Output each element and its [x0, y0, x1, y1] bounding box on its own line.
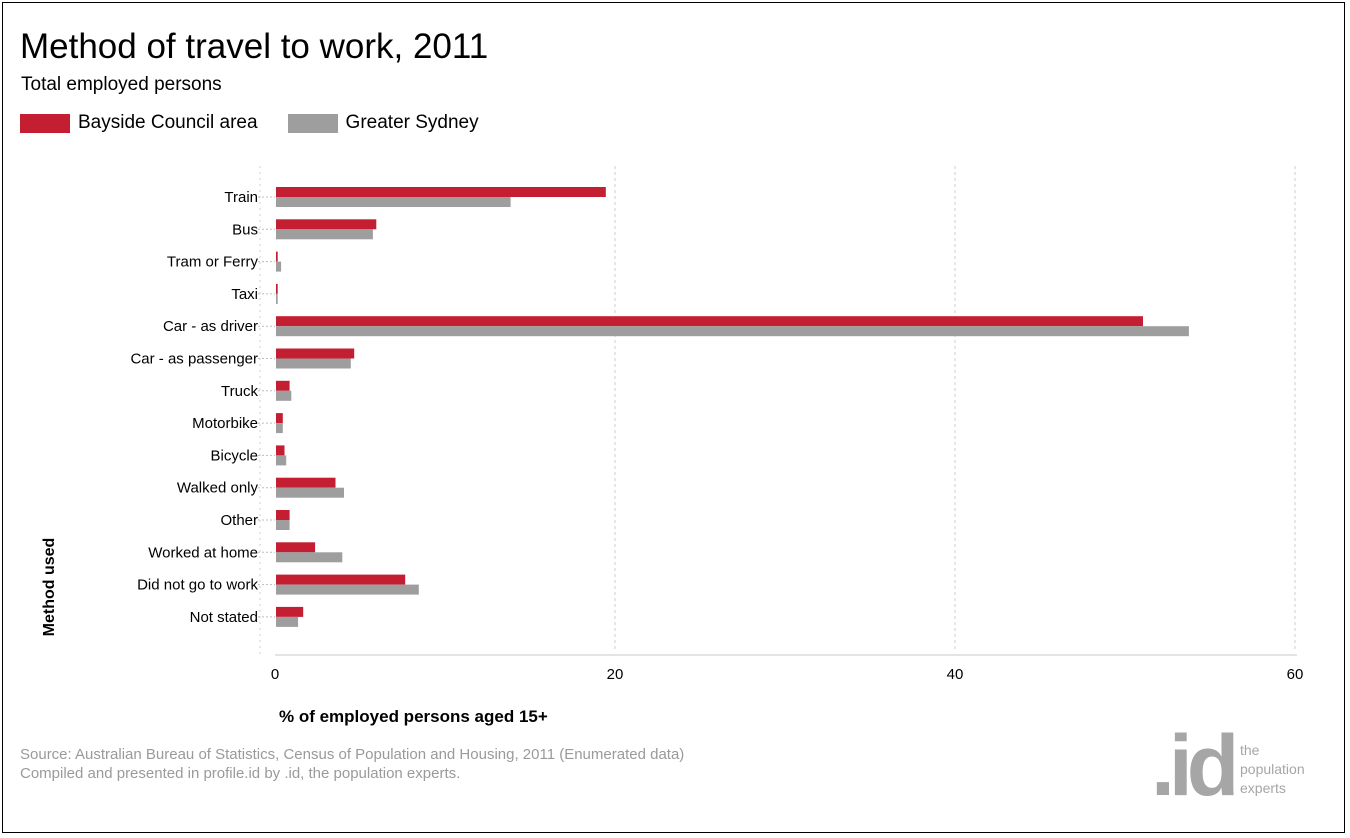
y-tick-label: Car - as driver [163, 318, 258, 335]
y-tick-label: Other [220, 512, 258, 529]
source-line-2: Compiled and presented in profile.id by … [20, 765, 461, 782]
bar-greater-sydney [276, 390, 292, 401]
bar-bayside [276, 510, 290, 520]
bar-bayside [276, 445, 285, 456]
y-tick-label: Taxi [231, 286, 258, 303]
bar-greater-sydney [276, 326, 1189, 337]
bar-bayside [276, 219, 377, 230]
y-tick-label: Train [224, 189, 258, 206]
bar-greater-sydney [276, 584, 419, 595]
y-tick-label: Motorbike [192, 415, 258, 432]
logo-mark: .id [1151, 718, 1239, 814]
y-tick-label: Bicycle [210, 447, 258, 464]
y-tick-label: Worked at home [148, 544, 258, 561]
y-tick-label: Truck [221, 383, 258, 400]
bar-bayside [276, 348, 355, 359]
bar-greater-sydney [276, 261, 282, 272]
x-tick-label: 60 [1287, 666, 1304, 683]
bar-bayside [276, 477, 336, 488]
y-tick-label: Did not go to work [137, 577, 258, 594]
bar-chart: 0 20 40 60 Method used Train Bus Tram or Ferry T… [41, 166, 1304, 683]
bar-greater-sydney [276, 358, 351, 369]
y-tick-label: Car - as passenger [130, 351, 258, 368]
legend-label-greater-sydney: Greater Sydney [345, 112, 479, 133]
y-tick-label: Tram or Ferry [167, 254, 259, 271]
bar-bayside [276, 574, 406, 585]
logo-text-1: the [1240, 742, 1260, 758]
bar-greater-sydney [276, 229, 373, 240]
legend-label-bayside: Bayside Council area [78, 112, 258, 133]
bar-greater-sydney [276, 487, 344, 498]
chart-title: Method of travel to work, 2011 [20, 27, 489, 66]
bar-bayside [276, 251, 278, 262]
y-axis-title: Method used [41, 538, 58, 637]
bar-bayside [276, 283, 278, 294]
x-tick-label: 20 [607, 666, 624, 683]
bar-greater-sydney [276, 293, 278, 304]
bar-bayside [276, 542, 316, 553]
id-logo[interactable]: .id the population experts [1151, 718, 1331, 814]
bar-greater-sydney [276, 197, 511, 207]
x-tick-label: 0 [271, 666, 279, 683]
legend-swatch-bayside [20, 113, 70, 133]
bar-bayside [276, 316, 1143, 327]
y-tick-label: Bus [232, 221, 258, 238]
legend-item-bayside[interactable]: Bayside Council area [20, 112, 258, 134]
bar-bayside [276, 606, 304, 617]
bar-bayside [276, 380, 290, 391]
x-tick-label: 40 [947, 666, 964, 683]
bar-greater-sydney [276, 520, 290, 530]
source-line-1: Source: Australian Bureau of Statistics,… [20, 746, 685, 763]
chart-subtitle: Total employed persons [21, 74, 222, 95]
logo-text-3: experts [1240, 780, 1286, 796]
bar-bayside [276, 413, 283, 424]
y-tick-label: Not stated [190, 609, 258, 626]
bar-greater-sydney [276, 423, 283, 434]
bar-bayside [276, 187, 606, 197]
source-note: Source: Australian Bureau of Statistics,… [20, 745, 684, 783]
x-axis-label: % of employed persons aged 15+ [279, 707, 548, 726]
legend-swatch-greater-sydney [287, 113, 338, 133]
bar-greater-sydney [276, 616, 299, 627]
legend-item-greater-sydney[interactable]: Greater Sydney [287, 112, 479, 134]
bar-greater-sydney [276, 552, 343, 563]
logo-text-2: population [1240, 761, 1305, 777]
legend: Bayside Council area Greater Sydney [20, 110, 509, 136]
bar-greater-sydney [276, 455, 287, 466]
y-tick-label: Walked only [177, 480, 259, 497]
logo-tagline: the population experts [1240, 741, 1305, 798]
